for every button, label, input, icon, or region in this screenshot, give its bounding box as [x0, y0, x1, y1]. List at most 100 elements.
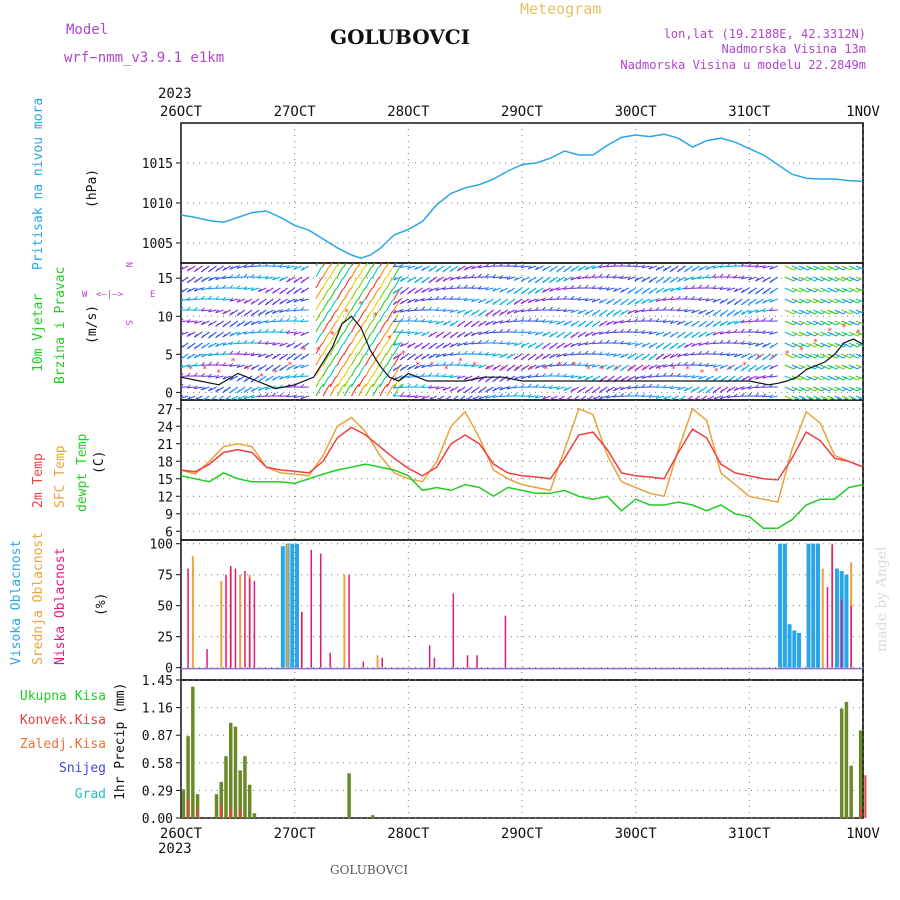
wind-barb-flag	[499, 328, 504, 333]
wind-barb-flag	[534, 373, 539, 378]
wind-barb	[577, 298, 587, 301]
wind-barb	[428, 364, 437, 368]
wind-barb-flag	[872, 311, 875, 314]
wind-barb	[693, 395, 700, 400]
wind-barb-flag	[634, 392, 639, 397]
wind-barb-flag	[421, 318, 425, 323]
wind-barb-flag	[620, 340, 624, 345]
wind-barb	[591, 298, 601, 303]
wind-barb-flag	[577, 362, 582, 366]
wind-barb	[570, 353, 579, 356]
wind-barb-flag	[286, 317, 291, 322]
wind-barb-flag	[250, 312, 255, 317]
wind-barb-flag	[279, 317, 283, 322]
wind-barb	[556, 364, 565, 367]
wind-barb	[748, 386, 757, 390]
wind-barb-flag	[492, 329, 497, 334]
wind-barb-flag	[577, 296, 582, 301]
wind-barb	[634, 309, 643, 314]
wind-barb-flag	[520, 356, 525, 361]
wind-barb-flag	[556, 362, 560, 366]
wind-barb-flag	[865, 311, 868, 314]
gust-marker: *	[458, 357, 463, 367]
wind-barb	[805, 331, 816, 337]
wind-barb	[769, 395, 778, 399]
wind-barb-flag	[279, 342, 283, 347]
wind-barb-flag	[584, 341, 589, 345]
wind-barb-flag	[762, 299, 766, 304]
wind-barb	[705, 298, 714, 302]
cloud-bar	[452, 593, 455, 668]
cloud-bar	[348, 574, 350, 668]
wind-barb-flag	[698, 389, 703, 393]
wind-barb	[322, 278, 329, 289]
wind-barb-flag	[435, 353, 440, 358]
wind-tick-label: 5	[165, 348, 173, 363]
wind-barb	[181, 395, 189, 399]
wind-barb	[421, 298, 430, 302]
wind-barb-flag	[428, 296, 433, 301]
wind-barb	[365, 267, 372, 278]
wind-barb-flag	[520, 317, 525, 322]
wind-barb	[358, 289, 365, 300]
wind-barb-flag	[243, 299, 248, 304]
cloud-bar	[191, 556, 194, 668]
wind-barb	[492, 320, 501, 325]
wind-barb-flag	[485, 365, 489, 370]
wind-barb	[563, 375, 572, 378]
wind-barb-flag	[463, 323, 468, 328]
pressure-unit-label: (hPa)	[85, 169, 100, 208]
wind-barb-flag	[613, 320, 617, 325]
wind-barb	[592, 342, 601, 345]
wind-barb	[684, 353, 693, 357]
wind-barb-flag	[655, 279, 660, 284]
wind-barb-flag	[669, 268, 674, 273]
wind-barb	[358, 263, 361, 267]
wind-barb	[272, 309, 281, 315]
wind-barb	[464, 342, 473, 346]
wind-barb-flag	[740, 311, 745, 315]
wind-barb	[769, 298, 778, 303]
wind-barb-flag	[392, 301, 397, 306]
wind-barb	[841, 265, 851, 271]
wind-barb	[734, 353, 743, 358]
wind-barb-flag	[186, 267, 191, 272]
wind-barb-flag	[691, 334, 695, 339]
wind-barb-flag	[549, 296, 553, 301]
wind-barb-flag	[598, 364, 603, 369]
wind-barb	[627, 276, 636, 281]
wind-barb-flag	[762, 264, 766, 269]
wind-barb-flag	[865, 344, 868, 347]
wind-barb	[351, 263, 354, 267]
wind-barb-flag	[726, 287, 731, 291]
wind-barb-flag	[243, 312, 248, 317]
wind-barb	[805, 395, 816, 400]
wind-barb-flag	[229, 332, 234, 337]
wind-barb	[798, 375, 809, 381]
wind-barb	[834, 331, 844, 337]
wind-barb	[315, 267, 322, 278]
wind-barb-flag	[577, 375, 582, 380]
wind-barb-flag	[392, 384, 397, 389]
wind-barb	[827, 298, 837, 304]
wind-barb-flag	[265, 367, 269, 372]
high-cloud-label: Visoka Oblacnost	[9, 540, 24, 665]
wind-barb	[336, 289, 343, 300]
wind-barb	[712, 331, 722, 336]
wind-barb	[862, 277, 863, 278]
wind-barb-flag	[698, 275, 703, 279]
wind-barb-flag	[471, 363, 475, 368]
wind-barb-flag	[186, 296, 191, 301]
wind-barb-flag	[591, 363, 596, 368]
wind-barb-flag	[627, 392, 632, 397]
wind-barb	[834, 265, 844, 271]
wind-barb-flag	[669, 320, 674, 324]
gust-marker: *	[216, 369, 221, 379]
wind-barb	[329, 263, 333, 267]
wind-barb-flag	[222, 389, 227, 393]
wind-barb	[358, 355, 365, 366]
wind-barb-flag	[534, 356, 539, 361]
wind-barb-flag	[485, 273, 489, 278]
wind-barb-flag	[485, 286, 489, 291]
wind-barb-flag	[435, 307, 440, 311]
